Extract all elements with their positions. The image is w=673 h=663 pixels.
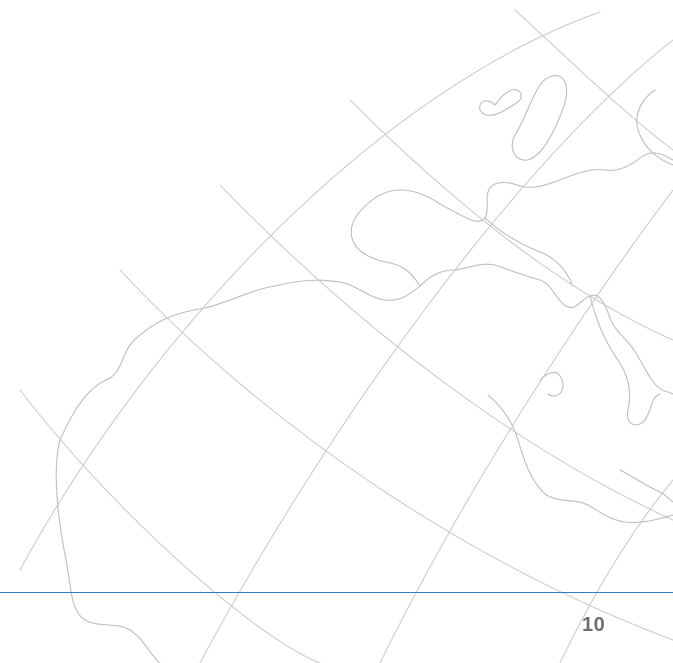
graticule-arc	[219, 184, 673, 521]
coastline-outline	[55, 439, 161, 663]
coastline-outline	[636, 89, 673, 166]
coastline-outline	[589, 295, 661, 426]
graticule-arc	[559, 479, 673, 663]
coastline-outline	[479, 89, 522, 116]
coastline-outline	[487, 394, 673, 524]
graticule-arc	[19, 11, 601, 571]
page-number: 10	[582, 614, 606, 636]
coastline-outline	[59, 263, 673, 441]
coastline-outline	[539, 371, 564, 397]
footer-rule	[0, 592, 673, 593]
coastline-outline	[484, 217, 573, 285]
coastline-outline	[350, 152, 673, 287]
graticule-arc	[199, 39, 673, 663]
coastline-outline	[511, 75, 568, 161]
graticule-arc	[119, 269, 673, 641]
graticule-arc	[19, 389, 321, 663]
graticule-arc	[514, 9, 673, 151]
graticule-arc	[349, 99, 673, 341]
graticule-arc	[379, 189, 673, 663]
coastline-outline	[619, 469, 673, 503]
